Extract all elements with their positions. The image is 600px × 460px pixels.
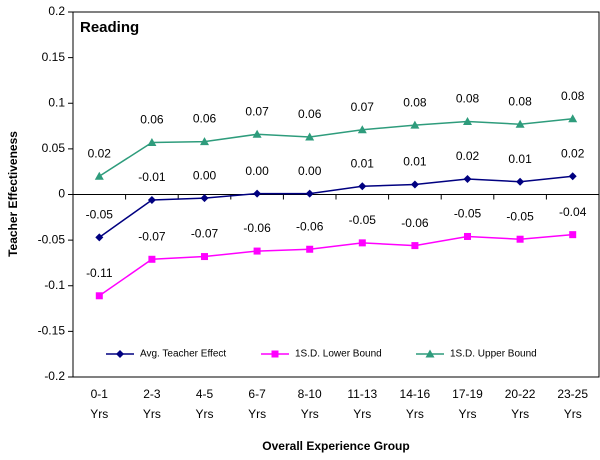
y-tick-label: 0.2 [48, 4, 65, 18]
data-label: 0.02 [88, 146, 112, 160]
data-label: -0.05 [86, 208, 114, 222]
legend-label: 1S.D. Lower Bound [295, 349, 382, 360]
data-point [568, 172, 577, 181]
y-tick-label: 0.1 [48, 95, 65, 109]
y-tick-label: 0 [58, 187, 65, 201]
data-point [516, 235, 524, 243]
x-tick-label: 14-16 Yrs [399, 387, 431, 421]
x-axis-title: Overall Experience Group [262, 439, 409, 453]
data-point [411, 242, 419, 250]
legend-marker [425, 349, 435, 358]
data-label: 0.01 [351, 156, 375, 170]
data-label: -0.05 [506, 209, 534, 223]
data-label: 0.06 [298, 107, 322, 121]
data-point [147, 195, 156, 204]
data-point [200, 137, 209, 146]
data-point [200, 194, 209, 203]
data-label: -0.06 [243, 221, 271, 235]
data-label: 0.01 [508, 152, 532, 166]
x-tick-label: 23-25 Yrs [557, 387, 589, 421]
data-label: -0.05 [349, 213, 377, 227]
data-point [252, 129, 262, 138]
x-tick-label: 11-13 Yrs [347, 387, 378, 421]
data-label: 0.08 [456, 92, 480, 106]
y-tick-label: 0.15 [42, 50, 66, 64]
data-point [253, 189, 262, 198]
data-point [305, 189, 314, 198]
x-tick-label: 0-1 Yrs [90, 387, 109, 421]
x-tick-label: 8-10 Yrs [297, 387, 322, 421]
y-tick-label: -0.05 [38, 232, 66, 246]
data-point [95, 233, 104, 242]
data-label: 0.08 [561, 89, 585, 103]
data-label: 0.02 [561, 146, 585, 160]
y-tick-label: -0.2 [44, 369, 65, 383]
series-line [98, 233, 573, 297]
data-point [305, 132, 315, 141]
data-point [358, 239, 366, 247]
data-label: -0.06 [296, 219, 324, 233]
data-label: 0.08 [403, 95, 427, 109]
data-point [463, 174, 472, 183]
data-label: 0.06 [140, 113, 164, 127]
data-point [358, 182, 367, 191]
data-point [463, 117, 472, 125]
x-tick-label: 2-3 Yrs [142, 387, 161, 421]
data-label: -0.11 [86, 266, 113, 280]
chart-title: Reading [80, 19, 139, 36]
data-label: 0.01 [403, 155, 427, 169]
data-label: -0.04 [559, 205, 587, 219]
data-point [357, 125, 367, 134]
data-label: -0.05 [454, 207, 482, 221]
data-label: 0.08 [508, 94, 532, 108]
data-point [410, 120, 420, 129]
data-label: -0.07 [191, 227, 219, 241]
y-tick-label: -0.1 [44, 278, 65, 292]
data-label: 0.06 [193, 112, 217, 126]
data-label: 0.00 [298, 164, 322, 178]
y-tick-label: 0.05 [42, 141, 66, 155]
x-tick-label: 20-22 Yrs [504, 387, 536, 421]
data-label: 0.00 [193, 168, 217, 182]
data-point [147, 137, 157, 146]
data-point [201, 253, 208, 261]
x-tick-label: 6-7 Yrs [248, 387, 267, 421]
legend-label: 1S.D. Upper Bound [450, 349, 537, 360]
data-point [410, 180, 419, 189]
data-point [568, 114, 578, 123]
y-axis-title: Teacher Effectiveness [6, 131, 20, 257]
y-tick-label: -0.15 [38, 324, 66, 338]
data-point [148, 255, 156, 263]
data-label: -0.07 [138, 229, 166, 243]
data-point [516, 177, 525, 186]
series-line [98, 175, 573, 238]
legend-marker [271, 350, 279, 358]
x-tick-label: 4-5 Yrs [195, 387, 214, 421]
data-point [253, 247, 261, 255]
series-line [98, 118, 573, 177]
data-point [569, 231, 577, 239]
data-point [306, 245, 314, 253]
data-label: -0.06 [401, 216, 429, 230]
data-label: -0.01 [138, 170, 166, 184]
data-label: 0.07 [351, 100, 375, 114]
data-point [95, 292, 103, 300]
data-label: 0.02 [456, 149, 480, 163]
data-point [464, 232, 471, 240]
data-label: 0.07 [245, 104, 269, 118]
x-tick-label: 17-19 Yrs [452, 387, 483, 421]
legend-label: Avg. Teacher Effect [140, 349, 226, 360]
data-label: 0.00 [245, 164, 269, 178]
legend-marker [116, 350, 124, 358]
data-point [515, 119, 525, 128]
data-point [94, 171, 104, 180]
